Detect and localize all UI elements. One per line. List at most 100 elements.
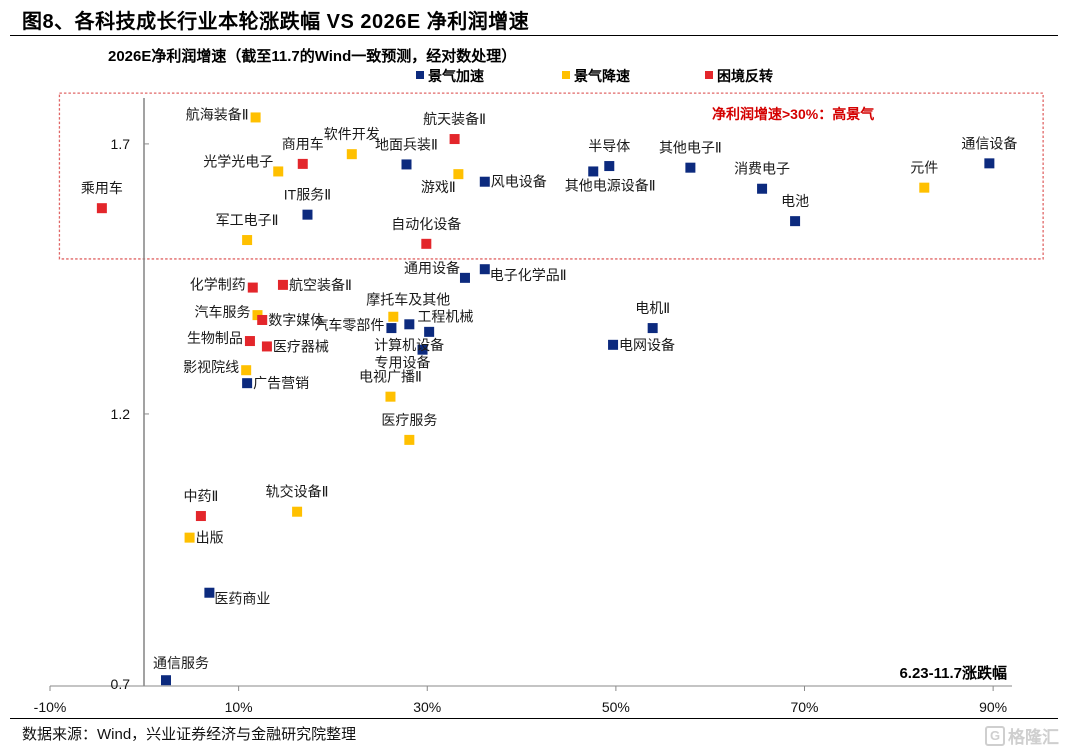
data-point-marker	[919, 182, 930, 193]
data-source-note: 数据来源：Wind，兴业证券经济与金融研究院整理	[22, 726, 357, 743]
high-growth-region-box	[58, 92, 1044, 260]
x-tick-label: 90%	[979, 699, 1007, 715]
y-tick-label: 1.7	[111, 136, 131, 152]
data-point-label: 广告营销	[253, 375, 309, 391]
data-point-label: 其他电子Ⅱ	[659, 140, 722, 156]
x-axis-ticks: -10% 10% 30% 50% 70% 90%	[34, 686, 1007, 715]
data-point-label: 数字媒体	[268, 312, 324, 328]
data-point-label: 地面兵装Ⅱ	[375, 136, 438, 152]
bottom-divider	[10, 718, 1058, 719]
y-tick-label: 1.2	[111, 406, 131, 422]
data-point-marker	[401, 159, 412, 170]
legend-swatch-accelerating	[416, 71, 424, 79]
top-divider	[10, 35, 1058, 36]
legend-swatch-turnaround	[705, 71, 713, 79]
data-point-label: 乘用车	[81, 180, 123, 196]
data-point-label: 航天装备Ⅱ	[423, 111, 486, 127]
legend-label-accelerating: 景气加速	[428, 68, 484, 84]
x-tick-label: 30%	[413, 699, 441, 715]
x-tick-label: 50%	[602, 699, 630, 715]
data-point-marker	[257, 314, 268, 325]
x-axis-title: 6.23-11.7涨跌幅	[899, 664, 1007, 682]
data-point-marker	[385, 391, 396, 402]
data-point-marker	[277, 279, 288, 290]
data-point-marker	[386, 323, 397, 334]
legend-item-decelerating: 景气降速	[562, 68, 630, 84]
y-tick-label: 0.7	[111, 676, 131, 692]
data-point-label: 通用设备	[404, 260, 460, 276]
data-point-marker	[449, 134, 460, 145]
data-point-marker	[459, 272, 470, 283]
watermark-text: 格隆汇	[1008, 728, 1059, 747]
data-point-marker	[608, 339, 619, 350]
data-point-marker	[404, 434, 415, 445]
data-point-marker	[424, 326, 435, 337]
data-point-label: 半导体	[588, 138, 630, 154]
data-point-marker	[297, 158, 308, 169]
data-point-label: 电机Ⅱ	[635, 300, 670, 316]
data-points	[96, 112, 995, 686]
data-point-label: 光学光电子	[203, 153, 273, 169]
data-point-label: 游戏Ⅱ	[421, 179, 456, 195]
data-point-label: 出版	[196, 530, 224, 546]
data-point-marker	[421, 238, 432, 249]
data-point-marker	[346, 149, 357, 160]
data-point-marker	[404, 319, 415, 330]
data-point-marker	[195, 511, 206, 522]
data-point-label: 软件开发	[324, 126, 380, 142]
data-point-label: 轨交设备Ⅱ	[266, 484, 329, 500]
data-point-label: 风电设备	[491, 174, 547, 190]
data-point-label: 医疗服务	[381, 412, 437, 428]
data-point-label: 自动化设备	[391, 216, 461, 232]
data-point-label: 通信服务	[153, 655, 209, 671]
data-point-label: 航空装备Ⅱ	[289, 277, 352, 293]
x-tick-label: 70%	[790, 699, 818, 715]
legend: 景气加速 景气降速 困境反转	[416, 68, 773, 84]
data-point-label: 商用车	[282, 136, 324, 152]
data-point-marker	[184, 532, 195, 543]
x-tick-label: -10%	[34, 699, 67, 715]
data-point-label: 摩托车及其他	[366, 292, 450, 308]
data-point-marker	[161, 675, 172, 686]
data-point-marker	[984, 158, 995, 169]
figure-title: 图8、各科技成长行业本轮涨跌幅 VS 2026E 净利润增速	[22, 11, 530, 33]
high-growth-annotation: 净利润增速>30%：高景气	[712, 106, 874, 122]
y-axis-title: 2026E净利润增速（截至11.7的Wind一致预测，经对数处理）	[108, 47, 516, 65]
legend-label-decelerating: 景气降速	[574, 68, 630, 84]
data-point-label: 军工电子Ⅱ	[216, 212, 279, 228]
data-point-marker	[302, 209, 313, 220]
data-point-label: 工程机械	[417, 308, 473, 324]
data-point-label: 消费电子	[734, 161, 790, 177]
data-point-marker	[685, 162, 696, 173]
data-point-label: 计算机设备	[374, 337, 444, 353]
data-point-marker	[242, 378, 253, 389]
data-point-marker	[790, 216, 801, 227]
data-point-marker	[247, 282, 258, 293]
axes: 1.7 1.2 0.7 -10% 10% 30% 50% 70% 90%	[34, 98, 1012, 715]
data-point-label: 电视广播Ⅱ	[359, 369, 422, 385]
y-axis-ticks: 1.7 1.2 0.7	[111, 136, 149, 692]
watermark-logo-icon: G	[985, 725, 1005, 746]
data-point-marker	[250, 112, 261, 123]
data-point-label: 电子化学品Ⅱ	[490, 267, 567, 283]
data-point-label: 化学制药	[190, 277, 246, 293]
data-point-label: 电网设备	[619, 337, 675, 353]
data-point-label: 航海装备Ⅱ	[186, 106, 249, 122]
data-point-marker	[417, 344, 428, 355]
data-point-marker	[604, 161, 615, 172]
data-point-label: 电池	[781, 193, 809, 209]
data-point-marker	[588, 166, 599, 177]
data-point-marker	[96, 203, 107, 214]
watermark: G 格隆汇	[985, 723, 1059, 748]
data-point-marker	[241, 365, 252, 376]
data-point-marker	[204, 587, 215, 598]
data-point-label: 专用设备	[375, 355, 431, 371]
data-point-marker	[453, 169, 464, 180]
data-point-label: 影视院线	[183, 359, 239, 375]
data-point-label: 医疗器械	[273, 338, 329, 354]
data-point-marker	[647, 323, 658, 334]
data-point-label: 汽车零部件	[314, 317, 384, 333]
data-point-label: IT服务Ⅱ	[284, 187, 331, 203]
data-point-label: 通信设备	[961, 135, 1017, 151]
